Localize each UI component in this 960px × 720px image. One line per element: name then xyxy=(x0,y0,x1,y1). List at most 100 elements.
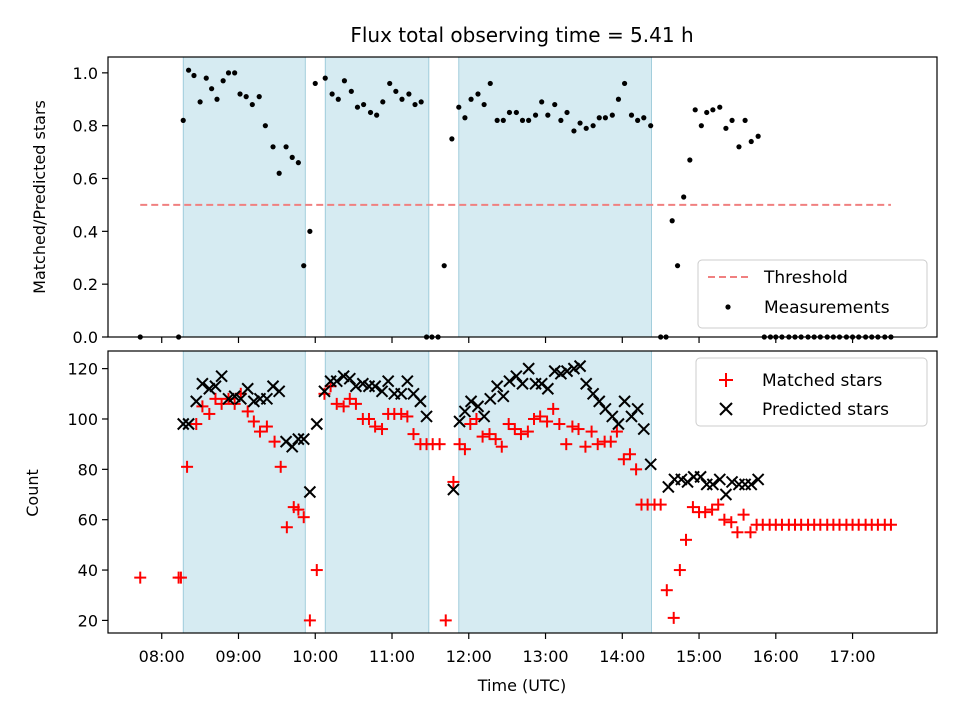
predicted-star-point xyxy=(260,392,274,406)
count-x-tick-label: 14:00 xyxy=(599,647,645,666)
matched-star-point xyxy=(725,516,738,529)
predicted-star-point xyxy=(453,415,466,428)
count-x-tick-label: 16:00 xyxy=(753,647,799,666)
predicted-star-point xyxy=(234,392,248,406)
predicted-star-point xyxy=(745,478,758,491)
matched-star-point xyxy=(362,412,375,425)
matched-star-point xyxy=(174,571,187,584)
measurement-point xyxy=(270,144,276,150)
measurement-point xyxy=(225,70,232,76)
ratio-y-tick-label: 0.8 xyxy=(73,117,98,136)
matched-star-point xyxy=(686,501,699,514)
measurement-point xyxy=(354,104,361,110)
predicted-star-point xyxy=(706,478,720,491)
measurement-point xyxy=(698,123,704,129)
ratio-y-tick-label: 0.6 xyxy=(73,170,98,189)
measurement-point xyxy=(387,80,393,87)
ratio-x-ticks xyxy=(161,337,854,343)
matched-star-point xyxy=(134,571,147,584)
count-points xyxy=(134,359,897,627)
matched-legend-swatch xyxy=(719,373,733,387)
matched-star-point xyxy=(534,410,547,423)
matched-star-point xyxy=(521,425,534,438)
measurement-point xyxy=(615,96,622,102)
predicted-star-point xyxy=(490,380,504,393)
measurement-point xyxy=(329,91,335,97)
measurement-point xyxy=(513,109,519,116)
measurement-point xyxy=(602,115,609,121)
measurement-point xyxy=(755,133,761,139)
measurement-point xyxy=(418,99,424,105)
count-y-tick-label: 20 xyxy=(78,611,98,630)
matched-star-point xyxy=(667,611,680,624)
measurement-point xyxy=(558,117,564,123)
predicted-star-point xyxy=(177,417,190,431)
count-x-tick-label: 10:00 xyxy=(292,647,338,666)
measurement-point xyxy=(526,117,532,123)
measurement-point xyxy=(609,112,615,118)
measurement-point xyxy=(185,67,192,73)
measurement-point xyxy=(361,101,367,108)
matched-star-point xyxy=(654,498,667,511)
predicted-star-point xyxy=(182,417,195,431)
matched-star-point xyxy=(268,435,281,448)
measurement-point xyxy=(742,117,748,123)
measurement-point xyxy=(468,96,474,102)
matched-star-point xyxy=(241,405,254,418)
measurement-point xyxy=(243,94,249,100)
matched-star-point xyxy=(483,428,496,441)
matched-star-point xyxy=(610,425,623,438)
measurement-point xyxy=(307,228,313,234)
predicted-star-point xyxy=(471,400,485,413)
ratio-y-axis-label: Matched/Predicted stars xyxy=(30,100,49,294)
predicted-star-point xyxy=(541,382,555,395)
predicted-star-point xyxy=(497,390,510,403)
measurement-point xyxy=(191,72,197,79)
matched-star-point xyxy=(884,518,897,531)
matched-star-point xyxy=(604,435,617,448)
measurement-point xyxy=(487,80,493,87)
matched-star-point xyxy=(514,428,527,441)
measurement-point xyxy=(723,125,729,131)
measurement-point xyxy=(180,117,186,123)
measurement-point xyxy=(571,128,577,134)
matched-star-point xyxy=(553,418,566,431)
count-plot-frame xyxy=(107,350,938,634)
predicted-star-point xyxy=(503,375,516,388)
matched-star-point xyxy=(744,526,757,539)
matched-star-point xyxy=(433,438,446,451)
measurement-point xyxy=(203,75,209,81)
matched-star-point xyxy=(660,584,673,597)
count-x-tick-label: 17:00 xyxy=(830,647,876,666)
count-y-axis-label: Count xyxy=(23,469,42,517)
measurement-point xyxy=(335,96,341,102)
matched-star-point xyxy=(297,511,310,524)
count-x-tick-label: 11:00 xyxy=(369,647,415,666)
count-x-tick-label: 15:00 xyxy=(676,647,722,666)
predicted-star-point xyxy=(414,395,427,408)
predicted-star-point xyxy=(420,410,433,423)
measurement-point xyxy=(276,170,282,176)
measurement-point xyxy=(669,218,675,224)
matched-star-point xyxy=(330,397,343,410)
measurement-point xyxy=(552,101,558,108)
measurement-point xyxy=(590,123,596,129)
measurement-point xyxy=(736,144,742,150)
measurement-point xyxy=(704,109,710,116)
measurement-points xyxy=(137,67,894,340)
measurement-point xyxy=(692,107,698,113)
matched-legend-label: Matched stars xyxy=(762,371,882,391)
measurement-point xyxy=(197,99,203,105)
predicted-star-point xyxy=(381,375,395,388)
measurement-point xyxy=(710,107,716,113)
matched-star-point xyxy=(215,397,228,410)
matched-star-point xyxy=(196,400,209,413)
matched-star-point xyxy=(228,397,241,410)
predicted-star-point xyxy=(464,395,478,408)
measurement-point xyxy=(237,91,243,97)
measurement-point xyxy=(295,160,301,166)
matched-star-point xyxy=(541,415,554,428)
ratio-y-tick-label: 0.0 xyxy=(73,328,98,347)
measurement-point xyxy=(406,91,412,97)
